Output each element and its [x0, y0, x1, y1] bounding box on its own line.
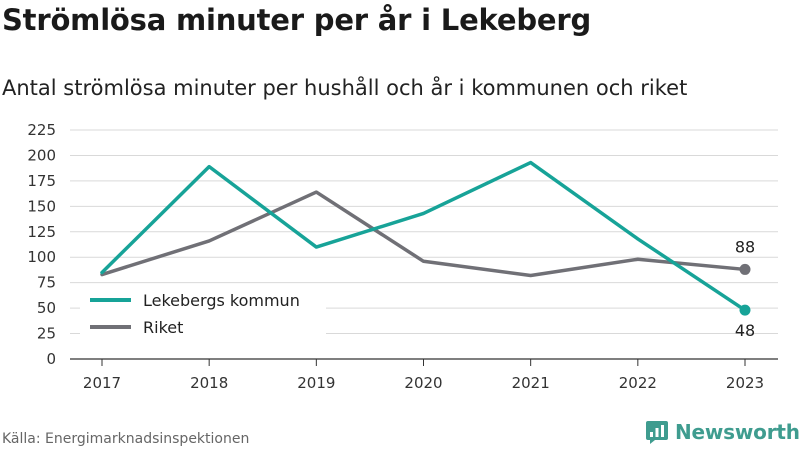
end-point-marker: [739, 263, 751, 275]
page-subtitle: Antal strömlösa minuter per hushåll och …: [2, 76, 688, 100]
brand: Newsworthy: [645, 419, 800, 445]
y-tick-label: 0: [46, 350, 56, 368]
x-axis: 2017 2018 2019 2020 2021 2022 2023: [83, 359, 764, 392]
legend-background: [80, 284, 326, 339]
source-note: Källa: Energimarknadsinspektionen: [2, 431, 250, 447]
end-value-label: 88: [735, 237, 755, 256]
end-labels: 48 88: [735, 237, 755, 340]
end-point-marker: [739, 304, 751, 316]
x-tick-label: 2019: [297, 374, 335, 392]
x-tick-label: 2018: [190, 374, 228, 392]
x-tick-label: 2023: [726, 374, 764, 392]
newsworthy-logo-icon: [646, 421, 668, 444]
x-tick-label: 2022: [619, 374, 657, 392]
brand-name: Newsworthy: [675, 420, 800, 444]
y-tick-label: 150: [27, 197, 56, 215]
grid-lines: [70, 129, 778, 360]
y-tick-label: 175: [27, 172, 56, 190]
y-tick-label: 75: [37, 274, 56, 292]
y-axis: 0 25 50 75 100 125 150 175 200 225: [27, 121, 56, 368]
series-line-lekebergs-kommun: [100, 160, 747, 312]
legend-label: Riket: [143, 318, 183, 337]
y-tick-label: 100: [27, 248, 56, 266]
y-tick-label: 125: [27, 223, 56, 241]
legend: Lekebergs kommun Riket: [80, 284, 326, 339]
y-tick-label: 225: [27, 121, 56, 139]
end-value-label: 48: [735, 321, 755, 340]
series-lines: [100, 160, 751, 316]
y-tick-label: 200: [27, 146, 56, 164]
y-tick-label: 25: [37, 325, 56, 343]
legend-label: Lekebergs kommun: [143, 291, 300, 310]
x-tick-label: 2021: [512, 374, 550, 392]
y-tick-label: 50: [37, 299, 56, 317]
x-tick-label: 2020: [404, 374, 442, 392]
x-tick-label: 2017: [83, 374, 121, 392]
series-line-riket: [100, 190, 747, 278]
page-title: Strömlösa minuter per år i Lekeberg: [2, 3, 592, 37]
